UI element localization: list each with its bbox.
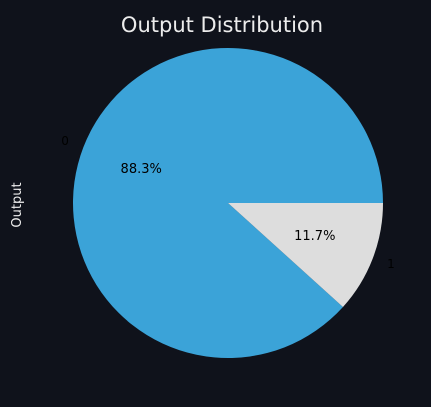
pie-percent-label-0: 88.3% [121, 162, 162, 177]
pie-category-label-0: 0 [61, 134, 69, 148]
pie-percent-label-1: 11.7% [294, 229, 335, 244]
y-axis-label: Output [10, 182, 25, 227]
pie-labels: 88.3% 0 11.7% 1 [61, 134, 395, 271]
chart-title: Output Distribution [121, 13, 323, 37]
pie-slice-0 [73, 48, 384, 359]
pie-category-label-1: 1 [387, 257, 395, 271]
pie-slices [73, 48, 384, 359]
pie-slice-1 [228, 203, 383, 307]
